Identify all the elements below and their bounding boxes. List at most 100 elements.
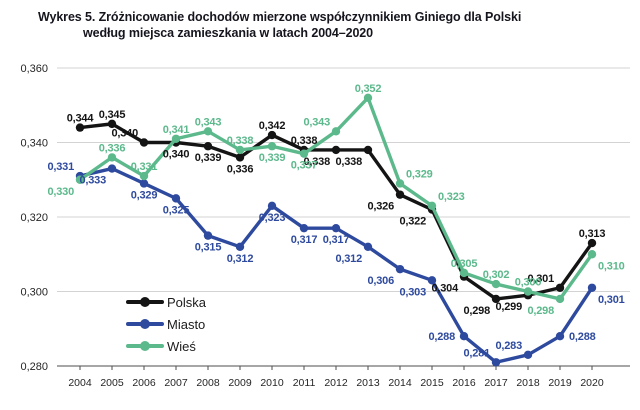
data-point-wieś	[555, 294, 565, 304]
data-point-polska	[203, 142, 213, 151]
data-label-miasto: 0,288	[428, 331, 455, 343]
data-label-miasto: 0,317	[291, 234, 318, 246]
data-point-wieś	[427, 201, 437, 211]
data-label-polska: 0,299	[495, 301, 522, 313]
y-axis-tick-label: 0,280	[20, 361, 48, 373]
data-label-polska: 0,344	[67, 113, 95, 125]
data-label-wieś: 0,331	[131, 161, 158, 173]
data-label-polska: 0,322	[399, 216, 426, 228]
data-label-miasto: 0,283	[495, 340, 522, 352]
data-label-miasto: 0,301	[598, 294, 625, 306]
data-label-wieś: 0,323	[438, 191, 465, 203]
legend-item-polska: Polska	[126, 291, 206, 313]
data-point-miasto	[331, 223, 341, 233]
data-point-miasto	[235, 242, 245, 251]
data-point-miasto	[171, 194, 181, 203]
legend-item-miasto: Miasto	[126, 313, 206, 335]
figure-title-line2: według miejsca zamieszkania w latach 200…	[83, 26, 374, 40]
data-label-polska: 0,298	[463, 305, 490, 317]
data-label-wieś: 0,337	[291, 160, 318, 172]
data-label-wieś: 0,330	[47, 186, 74, 198]
data-label-wieś: 0,329	[406, 168, 433, 180]
data-point-polska	[107, 119, 117, 129]
x-axis-year-label: 2005	[100, 377, 124, 389]
data-point-wieś	[139, 171, 149, 181]
figure-title-line1: Wykres 5. Zróżnicowanie dochodów mierzon…	[38, 10, 522, 24]
legend-item-wies: Wieś	[126, 335, 206, 357]
x-axis-year-label: 2010	[260, 377, 284, 389]
data-point-polska	[235, 153, 245, 162]
data-label-wieś: 0,339	[259, 152, 286, 164]
data-point-polska	[395, 190, 405, 199]
data-label-wieś: 0,338	[227, 135, 254, 147]
data-label-polska: 0,340	[163, 149, 190, 161]
x-axis-year-label: 2011	[293, 377, 316, 389]
data-point-miasto	[363, 242, 373, 251]
x-axis-year-label: 2015	[420, 377, 444, 389]
data-label-polska: 0,301	[527, 273, 554, 285]
data-point-polska	[363, 145, 373, 155]
data-label-polska: 0,338	[335, 156, 362, 168]
data-label-polska: 0,345	[99, 109, 126, 121]
data-label-miasto: 0,312	[335, 253, 362, 265]
data-label-polska: 0,339	[195, 152, 222, 164]
data-label-polska: 0,304	[431, 283, 459, 295]
data-point-miasto	[523, 350, 533, 360]
data-label-miasto: 0,315	[195, 242, 222, 254]
data-point-miasto	[491, 358, 501, 367]
data-point-wieś	[203, 127, 213, 136]
data-point-wieś	[459, 268, 469, 278]
data-point-miasto	[555, 332, 565, 341]
data-point-wieś	[299, 149, 309, 158]
x-axis-year-label: 2004	[68, 377, 92, 389]
data-label-miasto: 0,329	[131, 189, 158, 201]
x-axis-year-label: 2008	[196, 377, 220, 389]
legend-swatch-miasto-icon	[126, 319, 164, 329]
data-point-miasto	[395, 264, 405, 274]
data-label-wieś: 0,336	[99, 142, 126, 154]
data-point-miasto	[107, 164, 117, 173]
data-label-polska: 0,326	[367, 201, 394, 213]
data-label-wieś: 0,341	[163, 124, 190, 136]
data-label-miasto: 0,317	[323, 234, 350, 246]
data-label-miasto: 0,325	[163, 204, 190, 216]
data-point-wieś	[523, 287, 533, 296]
data-point-miasto	[587, 283, 597, 292]
data-label-wieś: 0,343	[303, 116, 330, 128]
data-label-wieś: 0,298	[527, 305, 554, 317]
data-point-miasto	[203, 231, 213, 240]
y-axis-tick-label: 0,360	[20, 63, 48, 75]
x-axis-year-label: 2018	[516, 377, 540, 389]
x-axis-year-label: 2017	[484, 377, 508, 389]
x-axis-year-label: 2012	[324, 377, 348, 389]
data-point-miasto	[427, 276, 437, 285]
data-label-miasto: 0,331	[47, 161, 74, 173]
data-point-wieś	[363, 93, 373, 103]
data-label-polska: 0,340	[111, 128, 138, 140]
legend-label-wies: Wieś	[167, 338, 196, 354]
data-label-miasto: 0,312	[227, 253, 254, 265]
data-label-wieś: 0,302	[483, 269, 510, 281]
data-label-miasto: 0,333	[79, 175, 106, 187]
data-point-wieś	[171, 134, 181, 143]
data-point-polska	[587, 238, 597, 248]
data-label-miasto: 0,288	[569, 331, 596, 343]
data-label-wieś: 0,352	[355, 83, 382, 95]
data-point-polska	[75, 123, 85, 132]
data-point-wieś	[331, 127, 341, 136]
x-axis-year-label: 2020	[580, 377, 604, 389]
data-label-polska: 0,338	[303, 156, 330, 168]
legend: Polska Miasto Wieś	[126, 291, 206, 357]
data-label-wieś: 0,343	[195, 116, 222, 128]
data-point-wieś	[491, 279, 501, 289]
legend-label-polska: Polska	[167, 294, 207, 310]
data-point-miasto	[459, 332, 469, 341]
legend-label-miasto: Miasto	[167, 316, 206, 332]
data-label-wieś: 0,300	[515, 277, 542, 289]
x-axis-year-label: 2009	[228, 377, 252, 389]
data-point-miasto	[299, 223, 309, 233]
x-axis-year-label: 2013	[356, 377, 380, 389]
x-axis-year-label: 2014	[388, 377, 412, 389]
